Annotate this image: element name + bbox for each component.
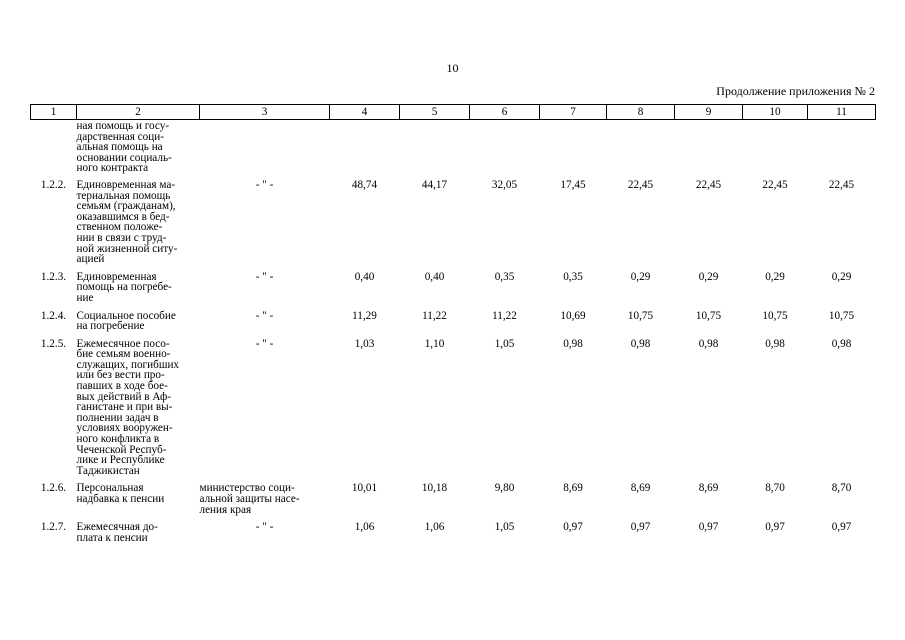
row-number: 1.2.5. (40, 337, 67, 350)
row-value: 0,98 (630, 337, 651, 350)
row-value: 22,45 (627, 178, 654, 191)
appendix-continuation-label: Продолжение приложения № 2 (716, 84, 875, 98)
table-row: 1.2.4. Социальное пособие на погребение … (31, 309, 876, 339)
table-row: 1.2.3. Единовременная помощь на погребе-… (31, 270, 876, 311)
row-value (400, 120, 470, 180)
column-header: 3 (199, 104, 330, 120)
column-header: 4 (329, 104, 400, 120)
column-header: 6 (469, 104, 540, 120)
data-table: 1 2 3 4 5 6 7 8 9 10 11 ная помощь и гос… (30, 104, 876, 550)
column-header: 11 (807, 104, 876, 120)
row-value: 1,06 (354, 521, 375, 534)
row-value: 0,35 (494, 270, 515, 283)
row-number: 1.2.4. (40, 309, 67, 322)
row-value: 0,97 (765, 521, 785, 534)
row-value: 10,01 (351, 482, 378, 495)
row-value: 0,40 (424, 270, 445, 283)
row-value: 10,75 (762, 309, 788, 322)
row-value: 1,10 (424, 337, 445, 350)
column-header: 9 (674, 104, 743, 120)
row-value: 10,18 (421, 482, 448, 495)
row-value (675, 120, 743, 180)
row-description: Персональная надбавка к пенсии (76, 482, 165, 505)
row-value: 0,97 (630, 521, 651, 534)
row-description: Единовременная ма- териальная помощь сем… (76, 178, 178, 266)
row-number: 1.2.7. (40, 521, 67, 534)
row-value: 11,22 (492, 309, 517, 322)
row-description: Единовременная помощь на погребе- ние (76, 270, 172, 304)
row-value: 0,35 (563, 270, 583, 283)
row-description: ная помощь и госу- дарственная соци- аль… (76, 120, 172, 175)
column-header: 2 (76, 104, 200, 120)
row-value: 22,45 (828, 178, 855, 191)
column-header: 10 (742, 104, 808, 120)
row-description: Ежемесячное посо- бие семьям военно- слу… (76, 337, 180, 477)
header-row: 1 2 3 4 5 6 7 8 9 10 11 (30, 104, 876, 120)
page-number: 10 (446, 61, 459, 75)
row-number: 1.2.2. (40, 178, 67, 191)
row-value: 48,74 (351, 178, 378, 191)
row-value: 0,98 (563, 337, 583, 350)
row-department: - " - (255, 337, 274, 350)
row-value (743, 120, 808, 180)
row-value: 8,69 (630, 482, 651, 495)
row-description: Ежемесячная до- плата к пенсии (76, 521, 158, 544)
row-value: 0,98 (765, 337, 785, 350)
row-department: - " - (255, 270, 274, 283)
row-value: 8,69 (563, 482, 583, 495)
row-value: 9,80 (494, 482, 515, 495)
row-value (540, 120, 607, 180)
row-department: - " - (255, 309, 274, 322)
row-value: 10,75 (828, 309, 855, 322)
row-value: 8,70 (765, 482, 785, 495)
column-header: 8 (606, 104, 675, 120)
column-header: 7 (539, 104, 607, 120)
row-value: 0,29 (630, 270, 651, 283)
row-department: - " - (255, 521, 274, 534)
row-value: 0,97 (698, 521, 719, 534)
row-value: 0,97 (563, 521, 583, 534)
row-value (470, 120, 540, 180)
row-number: 1.2.6. (40, 482, 67, 495)
row-value: 0,29 (831, 270, 852, 283)
column-header: 5 (399, 104, 470, 120)
row-description: Социальное пособие на погребение (76, 309, 176, 333)
table-row: 1.2.7. Ежемесячная до- плата к пенсии - … (31, 522, 876, 550)
column-header: 1 (30, 104, 77, 120)
row-value: 17,45 (560, 178, 586, 191)
table-row: 1.2.2. Единовременная ма- териальная пом… (31, 178, 876, 272)
row-value: 0,98 (831, 337, 852, 350)
row-value: 8,69 (698, 482, 719, 495)
row-value: 11,22 (422, 309, 447, 322)
row-value: 22,45 (762, 178, 788, 191)
row-value: 22,45 (695, 178, 722, 191)
row-department (200, 120, 330, 180)
table-row: ная помощь и госу- дарственная соци- аль… (31, 120, 876, 180)
row-value: 0,40 (354, 270, 375, 283)
row-value: 1,05 (494, 337, 515, 350)
row-value (607, 120, 675, 180)
row-value: 10,69 (560, 309, 586, 322)
row-value (808, 120, 876, 180)
row-value: 10,75 (695, 309, 722, 322)
row-value: 0,29 (698, 270, 719, 283)
table-row: 1.2.6. Персональная надбавка к пенсии ми… (31, 483, 876, 522)
row-value (330, 120, 400, 180)
row-value: 0,97 (831, 521, 852, 534)
row-value: 8,70 (831, 482, 852, 495)
row-value: 1,05 (494, 521, 515, 534)
row-value: 44,17 (421, 178, 448, 191)
row-value: 0,98 (698, 337, 719, 350)
row-value: 11,29 (352, 309, 377, 322)
row-value: 1,06 (424, 521, 445, 534)
row-value: 10,75 (627, 309, 654, 322)
row-value: 32,05 (491, 178, 518, 191)
table-row: 1.2.5. Ежемесячное посо- бие семьям воен… (31, 337, 876, 484)
row-value: 1,03 (354, 337, 375, 350)
row-number (31, 120, 77, 180)
row-department: министерство соци- альной защиты насе- л… (199, 482, 300, 516)
row-department: - " - (255, 178, 274, 191)
row-value: 0,29 (765, 270, 785, 283)
row-number: 1.2.3. (40, 270, 67, 283)
